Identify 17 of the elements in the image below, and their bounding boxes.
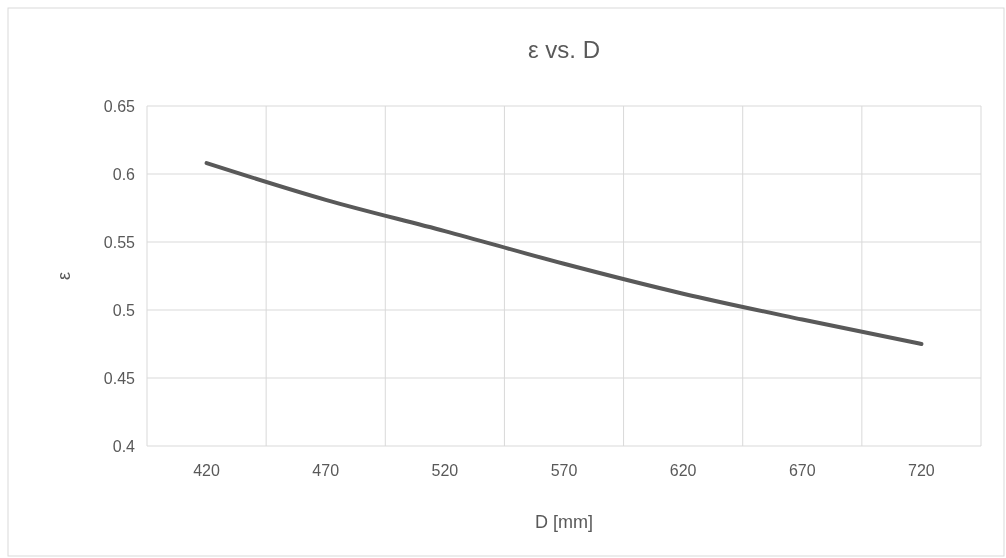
x-tick-label: 420 (193, 462, 221, 479)
y-tick-label: 0.4 (112, 437, 136, 455)
x-tick-label: 620 (669, 462, 697, 479)
x-tick-label: 520 (431, 462, 459, 479)
y-axis-title: ε (54, 271, 74, 281)
y-tick-label: 0.55 (103, 233, 136, 251)
x-axis-title: D [mm] (535, 512, 593, 532)
chart-title: ε vs. D (527, 36, 601, 63)
y-tick-label: 0.6 (112, 165, 136, 183)
y-tick-label: 0.5 (112, 301, 136, 319)
x-tick-label: 720 (908, 462, 935, 479)
x-tick-label: 570 (550, 462, 578, 479)
x-tick-label: 670 (788, 462, 816, 479)
y-tick-label: 0.65 (103, 97, 136, 115)
y-tick-label: 0.45 (103, 369, 136, 387)
line-series (204, 161, 924, 346)
x-tick-label: 470 (312, 462, 340, 479)
